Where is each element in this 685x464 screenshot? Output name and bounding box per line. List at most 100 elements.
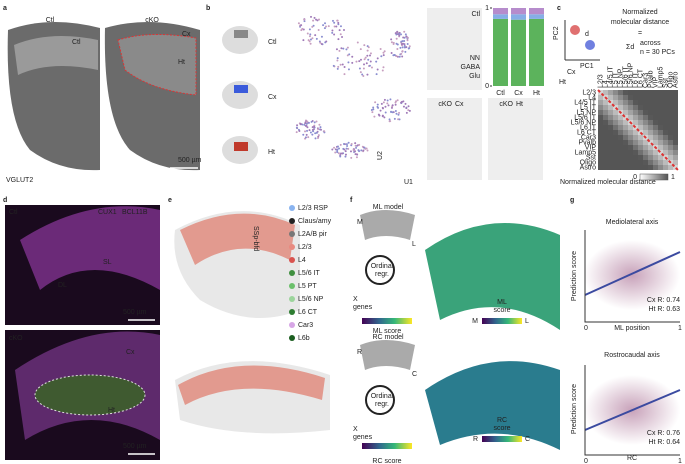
heat-cell	[603, 140, 608, 145]
umap-point	[307, 121, 310, 124]
layers	[180, 213, 295, 265]
heat-cell	[628, 115, 633, 120]
heat-cell	[648, 100, 653, 105]
heat-cell	[633, 150, 638, 155]
heat-cell	[663, 145, 668, 150]
umap-point	[391, 111, 394, 114]
heat-cell	[598, 140, 603, 145]
heat-cell	[603, 145, 608, 150]
umap-point	[311, 37, 314, 40]
heat-cell	[638, 165, 643, 170]
umap-point	[380, 102, 383, 105]
heat-cell	[668, 145, 673, 150]
umap-point	[392, 54, 395, 57]
schematic	[360, 340, 415, 370]
heat-cell	[673, 105, 678, 110]
umap-panel	[427, 8, 482, 90]
heat-cell	[628, 130, 633, 135]
umap-point	[336, 19, 339, 22]
umap-point	[325, 40, 328, 43]
umap-point	[308, 129, 311, 132]
heat-cell	[668, 120, 673, 125]
label: Ordinal	[371, 393, 394, 400]
umap-point	[338, 49, 341, 52]
heat-cell	[623, 155, 628, 160]
row-label: L5 NP	[577, 109, 597, 116]
heat-cell	[668, 110, 673, 115]
label: ML position	[614, 325, 650, 332]
heat-cell	[663, 100, 668, 105]
row-label: L5/6 NP	[571, 119, 597, 126]
umap-point	[347, 61, 350, 64]
umap-point	[316, 19, 319, 22]
umap-point	[396, 43, 399, 46]
label: SSp-bfd	[252, 226, 259, 251]
bar-segment	[493, 18, 508, 87]
umap-point	[319, 126, 322, 129]
heat-cell	[643, 115, 648, 120]
label: 0	[584, 325, 588, 332]
umap-point	[296, 124, 299, 127]
umap-point	[391, 104, 394, 107]
heat-cell	[628, 165, 633, 170]
umap-point	[398, 55, 401, 58]
umap-point	[306, 120, 309, 123]
umap-point	[336, 59, 339, 62]
heat-cell	[633, 140, 638, 145]
umap-point	[339, 33, 342, 36]
schematics	[222, 26, 258, 164]
umap-point	[305, 122, 308, 125]
umap-point	[406, 42, 409, 45]
label: ML score	[373, 328, 402, 335]
heat-cell	[633, 125, 638, 130]
row-label: Sst	[586, 154, 596, 161]
umap-point	[324, 22, 327, 25]
heterotopia-outline	[117, 33, 197, 96]
heat-cell	[623, 90, 628, 95]
heat-cell	[658, 145, 663, 150]
column-label: L6 IT	[632, 71, 639, 88]
umap-point	[341, 152, 344, 155]
cycle-arrow	[365, 385, 395, 415]
umap-point	[386, 102, 389, 105]
label: Cx	[268, 94, 277, 101]
label: PC1	[580, 63, 594, 70]
heat-cell	[628, 95, 633, 100]
heat-cell	[673, 95, 678, 100]
heat-cell	[638, 120, 643, 125]
column-label: Oligo	[667, 72, 674, 88]
umap-point	[396, 48, 399, 51]
umap-point	[376, 105, 379, 108]
umap-point	[345, 143, 348, 146]
heat-cell	[603, 120, 608, 125]
umap-point	[367, 46, 370, 49]
label: Cx R: 0.74	[647, 297, 680, 304]
heat-cell	[608, 145, 613, 150]
umap-point	[331, 148, 334, 151]
row-label: Pvalb	[578, 139, 596, 146]
umap-point	[364, 56, 367, 59]
heat-cell	[648, 110, 653, 115]
heat-cell	[603, 160, 608, 165]
umap-point	[383, 98, 386, 101]
umap-point	[345, 147, 348, 150]
umap-point	[390, 38, 393, 41]
heat-cell	[603, 90, 608, 95]
heat-cell	[653, 105, 658, 110]
heat-cell	[613, 155, 618, 160]
umap-point	[404, 33, 407, 36]
umap-point	[366, 73, 369, 76]
umap-point	[372, 106, 375, 109]
heat-cell	[653, 130, 658, 135]
heat-cell	[653, 140, 658, 145]
umap-point	[384, 105, 387, 108]
umap-point	[401, 50, 404, 53]
umap-point	[314, 132, 317, 135]
label: U2	[377, 151, 384, 160]
umap-point	[407, 105, 410, 108]
label: cKO	[499, 101, 513, 108]
heat-cell	[623, 160, 628, 165]
umap-point	[318, 123, 321, 126]
heat-cell	[638, 115, 643, 120]
umap-point	[324, 25, 327, 28]
